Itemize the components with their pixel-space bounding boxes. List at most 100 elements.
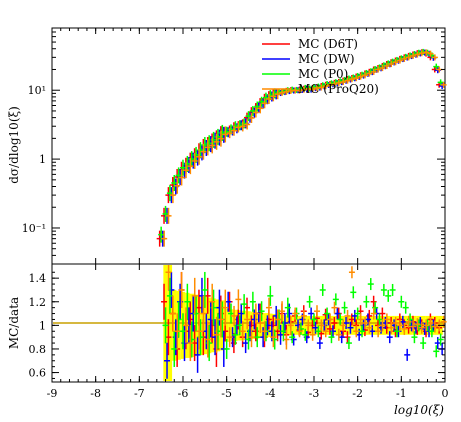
ratio-point bbox=[308, 307, 315, 320]
data-point bbox=[183, 162, 189, 179]
data-point bbox=[162, 205, 169, 222]
ratio-plot-frame bbox=[51, 263, 446, 383]
ratio-point bbox=[236, 315, 243, 336]
ratio-point bbox=[411, 331, 418, 344]
ratio-point bbox=[169, 295, 176, 332]
ratio-point bbox=[335, 328, 342, 341]
ratio-point bbox=[245, 329, 252, 350]
ratio-point bbox=[388, 321, 395, 334]
ratio-point bbox=[405, 315, 412, 328]
ratio-point bbox=[279, 301, 286, 322]
data-point bbox=[235, 122, 242, 133]
x-tick-label: -7 bbox=[134, 387, 145, 400]
legend-label: MC (DW) bbox=[298, 52, 355, 66]
ratio-point bbox=[231, 305, 238, 326]
ratio-point bbox=[280, 321, 287, 342]
x-tick-label: -2 bbox=[352, 387, 363, 400]
data-point bbox=[196, 148, 203, 165]
ratio-point bbox=[348, 266, 355, 279]
ratio-point bbox=[248, 327, 255, 348]
data-point bbox=[200, 143, 207, 160]
data-point bbox=[180, 159, 186, 176]
ratio-point bbox=[296, 325, 303, 338]
ratio-point bbox=[166, 277, 173, 314]
data-point bbox=[322, 83, 329, 90]
ratio-point bbox=[366, 321, 373, 334]
ratio-point bbox=[423, 319, 430, 332]
ratio-point bbox=[328, 331, 335, 344]
data-point bbox=[231, 125, 238, 136]
ratio-point bbox=[284, 297, 291, 318]
data-point bbox=[357, 73, 364, 80]
ratio-point bbox=[171, 330, 178, 367]
ratio-point bbox=[257, 313, 264, 333]
ratio-point bbox=[314, 305, 320, 318]
ratio-point bbox=[191, 277, 198, 314]
ratio-point bbox=[165, 265, 172, 291]
ratio-point bbox=[200, 295, 207, 332]
data-point bbox=[178, 169, 185, 186]
ratio-point bbox=[401, 322, 408, 335]
ratio-point bbox=[162, 307, 169, 344]
ratio-point bbox=[238, 303, 245, 324]
x-tick-label: -1 bbox=[396, 387, 407, 400]
x-tick-label: -3 bbox=[309, 387, 320, 400]
x-axis-label: log10(ξ) bbox=[394, 403, 444, 417]
data-point bbox=[440, 81, 447, 88]
data-point bbox=[270, 91, 277, 102]
ratio-point bbox=[427, 317, 434, 329]
ratio-point bbox=[292, 307, 299, 320]
data-point bbox=[283, 88, 290, 95]
data-point bbox=[383, 63, 390, 70]
data-point bbox=[318, 84, 325, 91]
data-point bbox=[245, 111, 252, 122]
data-point bbox=[217, 130, 224, 147]
data-point bbox=[335, 79, 342, 86]
uncertainty-band-segment bbox=[241, 310, 247, 340]
ratio-point bbox=[249, 291, 256, 312]
ratio-point bbox=[324, 307, 331, 320]
uncertainty-band-segment bbox=[224, 308, 229, 342]
ratio-point bbox=[309, 328, 316, 341]
ratio-point bbox=[383, 313, 390, 326]
uncertainty-band-segment bbox=[172, 289, 177, 361]
data-point bbox=[296, 87, 303, 94]
legend-label: MC (D6T) bbox=[298, 37, 358, 51]
data-point bbox=[362, 72, 369, 79]
ratio-y-tick-label: 0.6 bbox=[29, 367, 47, 380]
series-3 bbox=[161, 49, 447, 247]
data-point bbox=[331, 81, 338, 88]
ratio-point bbox=[274, 309, 281, 330]
data-point bbox=[274, 89, 281, 100]
ratio-point bbox=[392, 317, 399, 329]
ratio-point bbox=[228, 303, 235, 324]
ratio-point bbox=[327, 313, 334, 326]
uncertainty-band-segment bbox=[333, 315, 339, 335]
data-point bbox=[375, 66, 382, 73]
data-point bbox=[191, 152, 198, 169]
ratio-point bbox=[178, 271, 185, 308]
ratio-point bbox=[315, 325, 322, 338]
ratio-point bbox=[322, 325, 329, 338]
ratio-point bbox=[161, 283, 168, 320]
data-point bbox=[405, 54, 412, 61]
ratio-point bbox=[345, 337, 352, 350]
uncertainty-band-segment bbox=[259, 312, 264, 339]
data-point bbox=[348, 76, 355, 83]
ratio-point bbox=[235, 289, 242, 310]
ratio-point bbox=[194, 336, 201, 373]
ratio-point bbox=[311, 313, 317, 326]
ratio-point bbox=[375, 325, 382, 338]
uncertainty-band-segment bbox=[368, 315, 373, 335]
ratio-point bbox=[414, 318, 421, 331]
ratio-point bbox=[363, 295, 370, 308]
ratio-point bbox=[267, 285, 274, 306]
ratio-point bbox=[367, 278, 374, 291]
ratio-point bbox=[433, 345, 440, 358]
ratio-point bbox=[217, 301, 224, 338]
data-point bbox=[265, 94, 272, 105]
data-point bbox=[254, 101, 261, 112]
data-point bbox=[309, 86, 316, 93]
ratio-point bbox=[370, 307, 377, 320]
ratio-point bbox=[225, 291, 232, 312]
